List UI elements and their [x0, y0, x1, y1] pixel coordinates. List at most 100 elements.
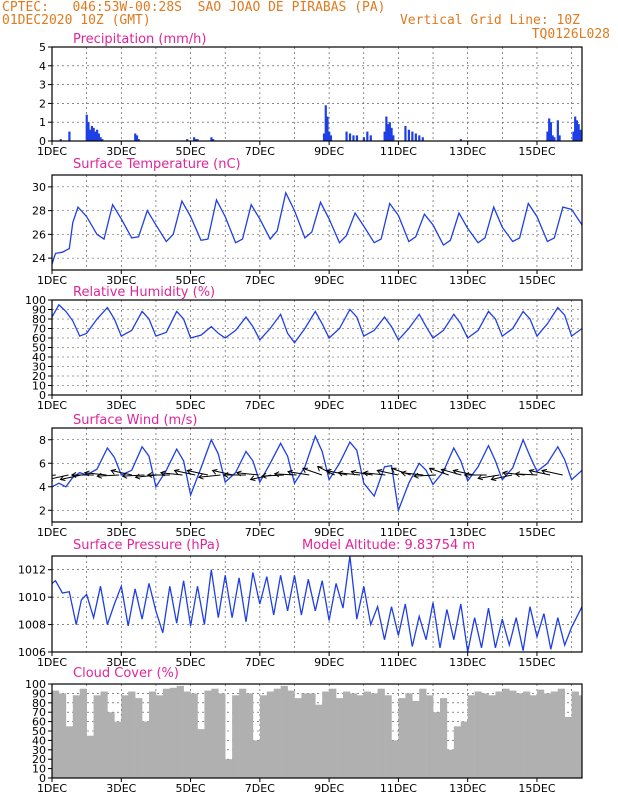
cloud-bar	[162, 688, 171, 778]
cloud-bar	[509, 690, 517, 778]
cloud-bar	[384, 695, 392, 778]
precip-bar	[572, 131, 575, 141]
wind-vector-head	[186, 469, 193, 475]
y-tick-label: 100	[25, 678, 46, 691]
y-tick-label: 20	[32, 370, 46, 383]
cloud-bar	[495, 691, 503, 778]
cloud-bar	[58, 693, 67, 778]
temp-frame	[51, 174, 583, 271]
y-tick-label: 2	[39, 504, 46, 517]
wind-vector-head	[249, 475, 256, 481]
y-tick-label: 10	[32, 763, 46, 776]
cloud-bar	[204, 690, 212, 778]
y-tick-label: 70	[32, 706, 46, 719]
wind-vector-head	[34, 474, 39, 479]
cloud-frame	[51, 683, 583, 779]
precip-bar	[329, 135, 333, 141]
x-tick-label: 5DEC	[176, 782, 206, 795]
temp-series-line	[52, 190, 582, 265]
cloud-bar	[377, 688, 385, 778]
x-tick-label: 3DEC	[106, 656, 136, 669]
x-tick-label: 15DEC	[518, 274, 555, 287]
cloud-title: Cloud Cover (%)	[73, 666, 179, 681]
cloud-bar	[245, 693, 254, 778]
precip-bar	[97, 133, 100, 141]
precip-bar	[392, 135, 395, 141]
cloud-bar	[363, 691, 371, 778]
wind-vector-head	[59, 475, 66, 481]
cloud-bar	[142, 721, 150, 778]
y-tick-label: 30	[32, 361, 46, 374]
wind-vector-head	[211, 469, 218, 475]
cloud-bar	[398, 698, 406, 778]
wind-vector-head	[413, 472, 419, 479]
cloud-bar	[218, 693, 226, 778]
precip-bar	[89, 129, 92, 141]
x-tick-label: 15DEC	[518, 526, 555, 539]
chart-header: CPTEC: 046:53W-00:28S SAO JOAO DE PIRABA…	[0, 0, 618, 46]
wind-vector	[84, 472, 107, 476]
x-tick-label: 5DEC	[176, 145, 206, 158]
precip-bar	[212, 139, 215, 141]
precip-bar	[85, 114, 88, 141]
precip-bar	[68, 131, 71, 141]
y-tick-label: 1012	[18, 564, 46, 577]
y-tick-label: 80	[32, 313, 46, 326]
wind-vector	[429, 467, 449, 476]
wind-vector	[236, 472, 259, 476]
precip-data	[59, 105, 582, 141]
cloud-bar	[114, 721, 122, 778]
wind-vector-head	[70, 471, 77, 479]
wind-vector	[198, 474, 221, 478]
cloud-bar	[280, 685, 288, 778]
cloud-bar	[474, 691, 482, 778]
run-date-label: 01DEC2020 10Z (GMT)	[2, 13, 151, 28]
precip-bar	[210, 137, 213, 141]
y-tick-label: 30	[32, 744, 46, 757]
cloud-bar	[488, 695, 496, 778]
wind-vector	[97, 474, 120, 477]
wind-vector-head	[121, 472, 128, 479]
cloud-bar	[405, 693, 413, 778]
wind-vector-head	[110, 469, 117, 475]
x-tick-label: 1DEC	[37, 782, 67, 795]
y-tick-label: 1010	[18, 591, 46, 604]
precip-bar	[411, 131, 414, 141]
precip-bar	[387, 124, 390, 141]
x-tick-label: 11DEC	[380, 145, 417, 158]
precip-bar	[196, 139, 199, 141]
x-tick-label: 13DEC	[449, 145, 486, 158]
cloud-bar	[502, 688, 510, 778]
temp-title: Surface Temperature (nC)	[73, 157, 241, 172]
cloud-bar	[79, 688, 87, 778]
x-tick-label: 9DEC	[314, 526, 344, 539]
wind-vector	[261, 474, 284, 477]
cloud-bar	[439, 698, 448, 778]
y-tick-label: 1006	[18, 646, 46, 659]
wind-vector-head	[173, 469, 180, 475]
wind-vector-head	[134, 473, 141, 480]
precip-bar	[94, 131, 97, 141]
wind-vector	[377, 469, 399, 476]
press-panel: 1006 1008 1010 1012 1DEC 3DEC 5DEC 7DEC 9DEC 11DE…	[18, 538, 583, 669]
wind-vector	[491, 474, 513, 481]
wind-vector	[338, 472, 361, 476]
y-tick-label: 3	[39, 79, 46, 92]
x-tick-label: 11DEC	[380, 274, 417, 287]
wind-vector	[212, 469, 234, 476]
wind-vector	[391, 467, 411, 476]
wind-vector-head	[390, 467, 397, 474]
press-subtitle: Model Altitude: 9.83754 m	[302, 538, 475, 553]
cloud-bar	[197, 729, 205, 778]
precip-bar	[421, 137, 424, 141]
x-tick-label: 9DEC	[314, 274, 344, 287]
cloud-bar	[564, 716, 572, 778]
cloud-bar	[412, 700, 420, 778]
x-tick-label: 7DEC	[245, 399, 275, 412]
wind-vector	[52, 474, 69, 480]
cloud-bar	[65, 726, 74, 778]
wind-vector	[60, 474, 82, 481]
x-tick-label: 15DEC	[518, 782, 555, 795]
wind-vector	[317, 466, 335, 476]
precip-bar	[549, 122, 553, 141]
